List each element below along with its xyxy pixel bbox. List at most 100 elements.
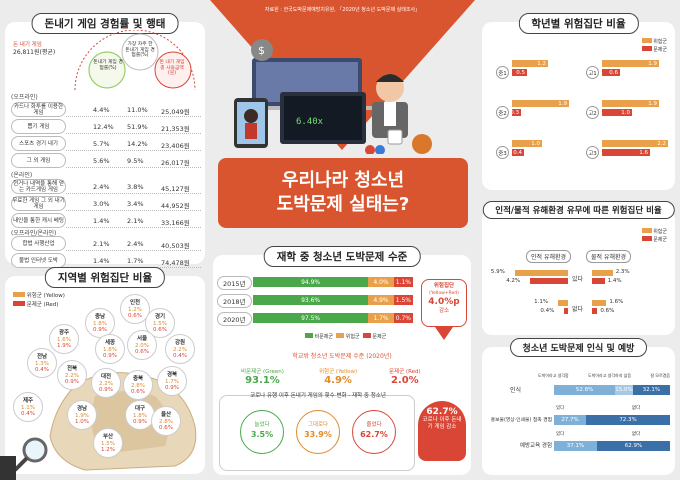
region-bubble: 강원 2.2% 0.4% (165, 334, 195, 364)
games-row-c3: 25,049원 (161, 108, 190, 116)
region-red: 0.9% (99, 387, 113, 393)
games-row-c2: 11.0% (127, 106, 148, 114)
env-left-orange (514, 270, 568, 276)
region-name: 세종 (104, 340, 116, 346)
covid-item-label: 그대로다 (307, 422, 329, 428)
covid-item-label: 줄었다 (366, 422, 382, 428)
region-yellow: 1.5% (153, 320, 167, 327)
games-row-line (66, 133, 201, 134)
games-title: 돈내기 게임 경험률 및 행태 (31, 13, 179, 34)
aware-segment: 37.1% (554, 441, 598, 451)
games-row-c3: 23,406원 (161, 142, 190, 150)
level-title: 재학 중 청소년 도박문제 수준 (263, 246, 421, 267)
region-red: 0.6% (128, 313, 142, 319)
region-yellow: 1.7% (165, 378, 179, 385)
region-red: 0.6% (131, 389, 145, 395)
region-yellow: 2.2% (99, 380, 113, 387)
games-row-c2: 3.8% (127, 183, 144, 191)
env-right-header: 물적 유해환경 (586, 250, 632, 263)
region-yellow: 1.1% (21, 404, 35, 411)
grade-circle: 고2 (586, 106, 599, 119)
region-red: 1.9% (57, 343, 71, 349)
region-red: 0.9% (133, 419, 147, 425)
region-name: 전북 (66, 366, 78, 372)
games-row-c2: 51.9% (127, 123, 148, 131)
region-name: 충남 (94, 314, 106, 320)
region-name: 울산 (160, 412, 172, 418)
grade-title: 학년별 위험집단 비율 (518, 13, 639, 34)
region-red: 1.0% (75, 419, 89, 425)
grade-bar-orange: 1.9 (512, 100, 569, 107)
covid-item-value: 3.5% (250, 430, 274, 439)
region-bubble: 세종 1.8% 0.9% (95, 334, 125, 364)
games-row-label: 스포츠 경기 내기 (11, 136, 66, 151)
games-row: 내인을 통한 캐시 베팅 1.4% 2.1% 33,166원 (11, 213, 201, 228)
games-row: 뽑기 게임 12.4% 51.9% 21,353원 (11, 119, 201, 134)
region-red: 0.9% (165, 385, 179, 391)
risk-callout: 위험집단 (Yellow+Red) 4.0%p 감소 (421, 279, 467, 327)
down-arrow-icon (435, 327, 453, 340)
games-row-c3: 45,127원 (161, 185, 190, 193)
aware-panel: 청소년 도박문제 인식 및 예방 도박이라고 생각함 도박이라고 생각하지 않음… (482, 338, 675, 475)
games-row-c2: 3.4% (127, 200, 144, 208)
region-name: 부산 (102, 434, 114, 440)
level-green-segment: 93.6% (253, 295, 369, 305)
games-header-arcs (74, 30, 196, 91)
aware-segment: 72.3% (586, 415, 670, 425)
level-year: 2018년 (217, 294, 252, 308)
aware-r1-label: 인식 (510, 387, 522, 394)
games-row-label: 그 외 게임 (11, 153, 66, 168)
covid-title: 코로나 유행 이후 돈내기 게임의 횟수 변화 - 재학 중 청소년 (250, 393, 386, 399)
region-yellow: 2.2% (173, 346, 187, 353)
region-red: 0.4% (21, 411, 35, 417)
region-bubble: 울산 2.8% 0.6% (151, 406, 181, 436)
env-title: 인적/물적 유해환경 유무에 따른 위험집단 비율 (482, 201, 675, 219)
env-right-red (592, 308, 598, 314)
oos-yellow: 위험군 (Yellow) 4.9% (319, 369, 358, 386)
games-row-line (66, 250, 201, 251)
region-yellow: 1.8% (133, 412, 147, 419)
region-yellow: 1.6% (57, 336, 71, 343)
env-right-orange-val: 2.3% (615, 269, 630, 275)
games-row-label: 불법 인터넷 도박 (11, 253, 66, 268)
region-red: 0.4% (35, 367, 49, 373)
level-panel: 재학 중 청소년 도박문제 수준 2015년 94.9% 4.0% 1.1% 2018년… (213, 246, 471, 475)
games-panel: 돈내기 게임 경험률 및 행태 돈 내기 게임 26,811원(평균) 돈내기 … (5, 13, 205, 268)
grade-bar-red: 0.5 (512, 69, 527, 76)
covid-badge: 62.7% 코로나 이후 돈내기 게임 감소 (418, 401, 466, 461)
games-note: 돈 내기 게임 26,811원(평균) (13, 42, 56, 56)
oos-title: 학교밖 청소년 도박문제 수준 (2020년) (292, 353, 392, 360)
region-red: 0.4% (173, 353, 187, 359)
corner-tab (0, 456, 16, 480)
region-bubble: 전북 2.2% 0.9% (57, 360, 87, 390)
grade-bar-red: 0.6 (602, 69, 620, 76)
games-row-c3: 40,503원 (161, 242, 190, 250)
grade-bar-red: 0.4 (512, 149, 524, 156)
games-row-label: 내인을 통한 캐시 베팅 (11, 213, 66, 228)
grade-circle: 중3 (496, 146, 509, 159)
grade-circle: 중2 (496, 106, 509, 119)
covid-item: 늘었다 3.5% (240, 410, 284, 454)
games-row-c2: 2.1% (127, 217, 144, 225)
region-bubble: 충북 2.8% 0.6% (123, 370, 153, 400)
region-name: 강원 (174, 340, 186, 346)
aware-r1-legend: 도박이라고 생각함 도박이라고 생각하지 않음 잘 모르겠음 (538, 373, 670, 378)
region-yellow: 1.3% (35, 360, 49, 367)
aware-segment: 32.1% (632, 385, 670, 395)
covid-item-value: 62.7% (360, 430, 388, 439)
env-right-red-val: 1.4% (607, 278, 622, 284)
region-name: 충북 (132, 376, 144, 382)
level-year: 2020년 (217, 312, 252, 326)
games-row-label: 카드나 화투를 이용한 게임 (11, 102, 66, 117)
aware-no-3: 없다 (632, 432, 641, 437)
region-red: 0.6% (153, 327, 167, 333)
region-bubble: 광주 1.6% 1.9% (49, 324, 79, 354)
level-legend: 비문제군 위험군 문제군 (305, 333, 386, 340)
games-row-c2: 2.4% (127, 240, 144, 248)
regions-panel: 지역별 위험집단 비율 위험군 (Yellow) 문제군 (Red) 인천 1.2… (5, 267, 205, 474)
games-row-c3: 26,017원 (161, 159, 190, 167)
region-yellow: 1.2% (128, 306, 142, 313)
games-row: 카드나 화투를 이용한 게임 4.4% 11.0% 25,049원 (11, 102, 201, 117)
games-row-label: 합법 사행산업 (11, 236, 66, 251)
level-green-segment: 94.9% (253, 277, 369, 287)
